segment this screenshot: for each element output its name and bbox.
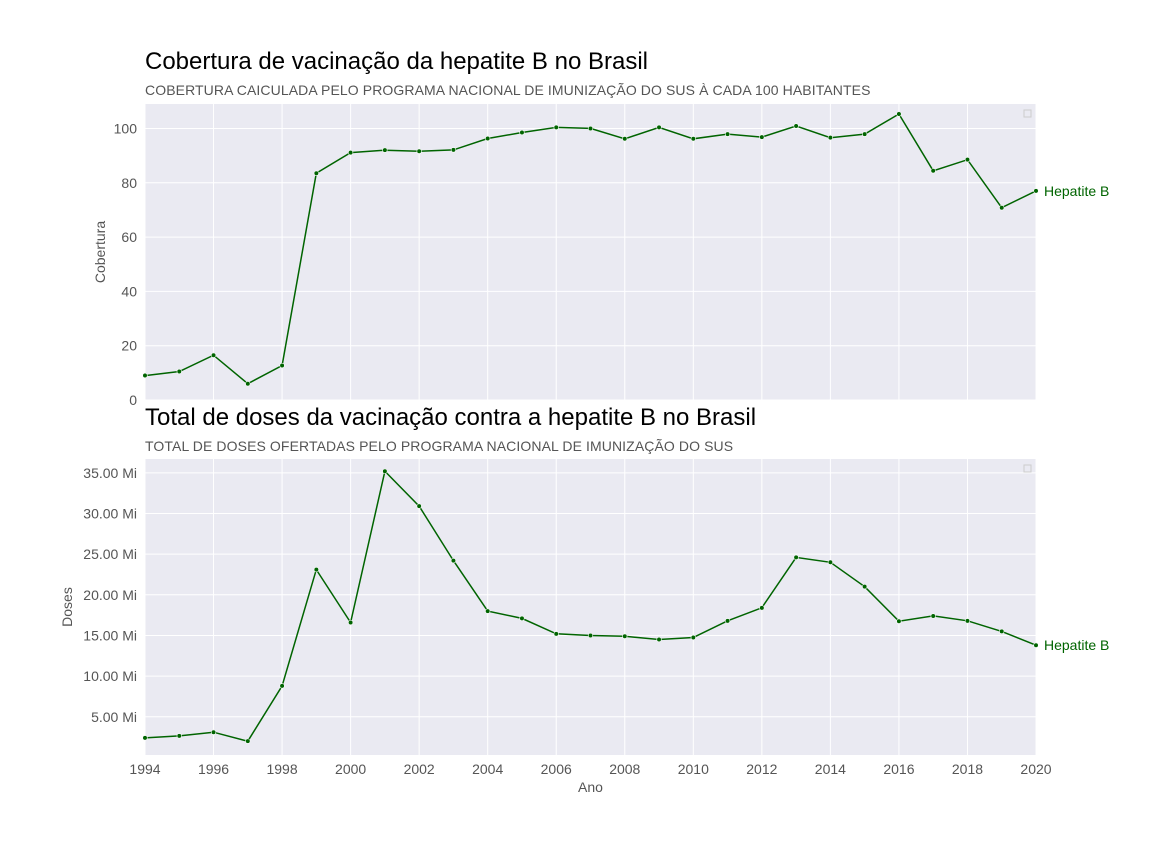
y-tick-label: 10.00 Mi bbox=[83, 668, 137, 684]
chart-1-subtitle: COBERTURA CAICULADA PELO PROGRAMA NACION… bbox=[145, 82, 871, 98]
y-axis-label: Doses bbox=[59, 587, 75, 627]
data-point bbox=[1033, 642, 1039, 648]
data-point bbox=[622, 633, 628, 639]
data-point bbox=[656, 124, 662, 130]
data-point bbox=[553, 631, 559, 637]
chart-1: 0 20 40 60 80 100 Cobertura Hepatite B bbox=[92, 104, 1109, 408]
data-point bbox=[485, 135, 491, 142]
x-tick-label: 2012 bbox=[746, 761, 777, 777]
y-tick-label: 40 bbox=[121, 283, 137, 299]
data-point bbox=[382, 147, 388, 153]
data-point bbox=[450, 147, 457, 153]
data-point bbox=[313, 566, 319, 573]
data-point bbox=[416, 148, 422, 154]
y-axis-label: Cobertura bbox=[92, 221, 108, 283]
y-tick-label: 60 bbox=[121, 229, 137, 245]
data-point bbox=[382, 468, 388, 474]
data-point bbox=[896, 618, 902, 624]
x-axis-label: Ano bbox=[578, 779, 603, 795]
x-tick-label: 2004 bbox=[472, 761, 503, 777]
data-point bbox=[519, 615, 525, 621]
data-point bbox=[827, 135, 833, 141]
data-point bbox=[930, 613, 936, 619]
data-point bbox=[724, 131, 731, 137]
x-tick-label: 2002 bbox=[404, 761, 435, 777]
y-tick-label: 20 bbox=[121, 338, 137, 354]
data-point bbox=[759, 134, 765, 140]
chart-2-title: Total de doses da vacinação contra a hep… bbox=[145, 404, 757, 431]
x-tick-label: 2018 bbox=[952, 761, 983, 777]
y-tick-label: 20.00 Mi bbox=[83, 587, 137, 603]
x-tick-label: 2020 bbox=[1020, 761, 1051, 777]
data-point bbox=[793, 554, 799, 560]
plot-background bbox=[145, 104, 1036, 400]
data-point bbox=[622, 136, 628, 142]
plot-background bbox=[145, 459, 1036, 755]
data-point bbox=[964, 157, 971, 163]
data-point bbox=[450, 558, 457, 564]
data-point bbox=[690, 136, 696, 142]
y-tick-label: 5.00 Mi bbox=[91, 709, 137, 725]
x-tick-label: 2000 bbox=[335, 761, 366, 777]
chart-1-title: Cobertura de vacinação da hepatite B no … bbox=[145, 48, 648, 75]
y-tick-label: 15.00 Mi bbox=[83, 627, 137, 643]
series-end-label: Hepatite B bbox=[1044, 637, 1109, 653]
data-point bbox=[964, 618, 971, 624]
data-point bbox=[210, 352, 217, 358]
data-point bbox=[176, 733, 182, 739]
data-point bbox=[142, 372, 148, 379]
x-tick-label: 1996 bbox=[198, 761, 229, 777]
data-point bbox=[930, 168, 936, 174]
data-point bbox=[416, 503, 422, 509]
data-point bbox=[279, 362, 285, 369]
x-tick-label: 2006 bbox=[541, 761, 572, 777]
data-point bbox=[553, 124, 559, 130]
x-tick-label: 2014 bbox=[815, 761, 846, 777]
data-point bbox=[896, 111, 902, 117]
data-point bbox=[142, 735, 148, 741]
x-tick-label: 2010 bbox=[678, 761, 709, 777]
x-tick-label: 2016 bbox=[883, 761, 914, 777]
y-tick-label: 80 bbox=[121, 175, 137, 191]
y-tick-label: 100 bbox=[114, 120, 138, 136]
data-point bbox=[999, 205, 1005, 211]
data-point bbox=[587, 125, 594, 132]
x-tick-label: 1998 bbox=[266, 761, 297, 777]
data-point bbox=[724, 618, 731, 624]
series-end-label: Hepatite B bbox=[1044, 183, 1109, 199]
data-point bbox=[759, 605, 765, 611]
chart-2: 5.00 Mi 10.00 Mi 15.00 Mi 20.00 Mi 25.00 Mi 3… bbox=[59, 459, 1109, 795]
data-point bbox=[862, 584, 868, 590]
data-point bbox=[999, 628, 1005, 634]
x-tick-label: 2008 bbox=[609, 761, 640, 777]
data-point bbox=[348, 619, 354, 626]
data-point bbox=[690, 634, 696, 641]
data-point bbox=[656, 636, 662, 643]
data-point bbox=[313, 170, 319, 176]
x-tick-label: 1994 bbox=[129, 761, 160, 777]
y-tick-label: 35.00 Mi bbox=[83, 465, 137, 481]
data-point bbox=[827, 559, 833, 565]
data-point bbox=[210, 729, 217, 735]
y-tick-label: 0 bbox=[129, 392, 137, 408]
data-point bbox=[279, 683, 285, 689]
y-tick-label: 25.00 Mi bbox=[83, 546, 137, 562]
data-point bbox=[519, 129, 525, 136]
data-point bbox=[485, 608, 491, 614]
data-point bbox=[1033, 188, 1039, 194]
data-point bbox=[348, 150, 354, 156]
legend-box bbox=[1023, 464, 1032, 473]
chart-2-subtitle: TOTAL DE DOSES OFERTADAS PELO PROGRAMA N… bbox=[145, 438, 734, 454]
legend-box bbox=[1023, 109, 1032, 118]
y-tick-label: 30.00 Mi bbox=[83, 505, 137, 521]
data-point bbox=[245, 738, 251, 744]
data-point bbox=[862, 131, 868, 137]
data-point bbox=[587, 632, 594, 639]
data-point bbox=[245, 381, 251, 387]
data-point bbox=[176, 368, 182, 375]
data-point bbox=[793, 123, 799, 129]
